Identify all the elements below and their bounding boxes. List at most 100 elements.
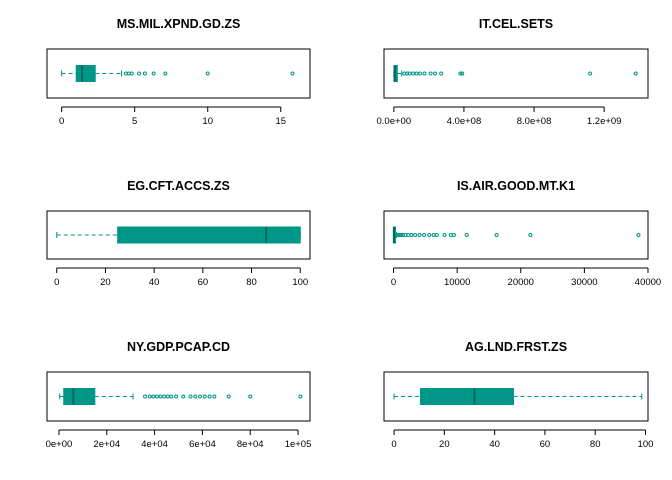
tick-label: 30000 bbox=[571, 277, 597, 288]
plot-frame bbox=[46, 210, 311, 260]
tick-label: 20000 bbox=[508, 277, 534, 288]
tick-label: 0 bbox=[391, 277, 396, 288]
outlier-point bbox=[494, 233, 499, 237]
panel-title: NY.GDP.PCAP.CD bbox=[127, 340, 230, 354]
tick-label: 6e+04 bbox=[189, 439, 216, 450]
outlier-point bbox=[434, 233, 439, 237]
outlier-point bbox=[417, 233, 422, 237]
outlier-point bbox=[433, 71, 438, 76]
boxplot-panel: AG.LND.FRST.ZS 0 20 40 60 80 100 bbox=[383, 340, 653, 450]
tick-label: 10000 bbox=[444, 277, 470, 288]
outlier-point bbox=[142, 71, 147, 76]
iqr-box bbox=[419, 388, 514, 405]
outlier-point bbox=[193, 394, 198, 399]
outlier-point bbox=[290, 71, 295, 76]
outlier-point bbox=[442, 233, 447, 237]
plot-frame bbox=[46, 371, 311, 422]
tick-label: 80 bbox=[246, 277, 257, 288]
iqr-box bbox=[63, 388, 96, 405]
panel-title: EG.CFT.ACCS.ZS bbox=[127, 179, 230, 193]
outlier-point bbox=[460, 71, 465, 76]
tick-label: 8e+04 bbox=[237, 439, 264, 450]
outlier-point bbox=[158, 394, 163, 399]
outlier-point bbox=[248, 394, 253, 399]
plot-frame bbox=[46, 48, 311, 99]
iqr-box bbox=[117, 226, 301, 244]
outlier-point bbox=[165, 394, 170, 399]
outlier-point bbox=[439, 71, 444, 76]
outlier-point bbox=[451, 233, 456, 237]
tick-label: 0.0e+00 bbox=[377, 116, 412, 127]
outlier-point bbox=[169, 394, 174, 399]
outlier-point bbox=[422, 71, 427, 76]
outlier-point bbox=[411, 71, 416, 76]
outlier-point bbox=[202, 394, 207, 399]
boxplot-panel: MS.MIL.XPND.GD.ZS 0 5 10 15 bbox=[46, 17, 311, 127]
tick-label: 4.0e+08 bbox=[447, 116, 482, 127]
outlier-point bbox=[181, 394, 186, 399]
outlier-point bbox=[409, 233, 414, 237]
outlier-point bbox=[205, 71, 210, 76]
outlier-point bbox=[418, 71, 423, 76]
outlier-point bbox=[129, 71, 134, 76]
panel-title: IS.AIR.GOOD.MT.K1 bbox=[457, 179, 575, 193]
outlier-point bbox=[528, 233, 533, 237]
tick-label: 15 bbox=[275, 116, 286, 127]
outlier-point bbox=[428, 71, 433, 76]
outlier-point bbox=[147, 394, 152, 399]
outlier-point bbox=[406, 233, 411, 237]
tick-label: 40 bbox=[489, 439, 500, 450]
boxplot-panel: IT.CEL.SETS 0.0e+00 4.0e+08 8.0e+08 1.2e+09 bbox=[377, 17, 649, 127]
plot-frame bbox=[383, 371, 649, 422]
tick-label: 40000 bbox=[635, 277, 661, 288]
outlier-point bbox=[636, 233, 641, 237]
tick-label: 0 bbox=[391, 439, 396, 450]
outlier-point bbox=[427, 233, 432, 237]
outlier-point bbox=[137, 71, 142, 76]
tick-label: 2e+04 bbox=[93, 439, 120, 450]
tick-label: 20 bbox=[439, 439, 450, 450]
outlier-point bbox=[422, 233, 427, 237]
outlier-point bbox=[226, 394, 231, 399]
outlier-point bbox=[207, 394, 212, 399]
outlier-point bbox=[143, 394, 148, 399]
outlier-point bbox=[174, 394, 179, 399]
outlier-point bbox=[458, 71, 463, 76]
outlier-point bbox=[188, 394, 193, 399]
tick-label: 60 bbox=[540, 439, 551, 450]
outlier-point bbox=[633, 71, 638, 76]
tick-label: 40 bbox=[149, 277, 160, 288]
panel-title: MS.MIL.XPND.GD.ZS bbox=[117, 17, 241, 31]
outlier-point bbox=[151, 71, 156, 76]
tick-label: 60 bbox=[198, 277, 209, 288]
outlier-point bbox=[407, 71, 412, 76]
boxplot-panel: IS.AIR.GOOD.MT.K1 0 10000 20000 30000 40000 bbox=[383, 179, 661, 288]
panel-title: IT.CEL.SETS bbox=[479, 17, 553, 31]
tick-label: 1.2e+09 bbox=[587, 116, 622, 127]
panel-title: AG.LND.FRST.ZS bbox=[465, 340, 567, 354]
tick-label: 8.0e+08 bbox=[517, 116, 552, 127]
outlier-point bbox=[151, 394, 156, 399]
plot-frame bbox=[383, 210, 649, 260]
boxplot-panel: NY.GDP.PCAP.CD 0e+00 2e+04 4e+04 6e+04 8e+04 1… bbox=[46, 340, 312, 450]
outlier-point bbox=[414, 71, 419, 76]
outlier-point bbox=[154, 394, 159, 399]
outlier-point bbox=[413, 233, 418, 237]
outlier-point bbox=[448, 233, 453, 237]
tick-label: 0 bbox=[54, 277, 59, 288]
tick-label: 80 bbox=[590, 439, 601, 450]
outlier-point bbox=[464, 233, 469, 237]
outlier-point bbox=[162, 394, 167, 399]
tick-label: 10 bbox=[202, 116, 213, 127]
tick-label: 1e+05 bbox=[285, 439, 312, 450]
outlier-point bbox=[588, 71, 593, 76]
outlier-point bbox=[298, 394, 303, 399]
outlier-point bbox=[163, 71, 168, 76]
outlier-point bbox=[399, 233, 404, 237]
plot-frame bbox=[383, 48, 649, 99]
outlier-point bbox=[212, 394, 217, 399]
boxplot-panel: EG.CFT.ACCS.ZS 0 20 40 60 80 100 bbox=[46, 179, 311, 288]
tick-label: 0e+00 bbox=[46, 439, 73, 450]
tick-label: 5 bbox=[132, 116, 137, 127]
outlier-point bbox=[198, 394, 203, 399]
